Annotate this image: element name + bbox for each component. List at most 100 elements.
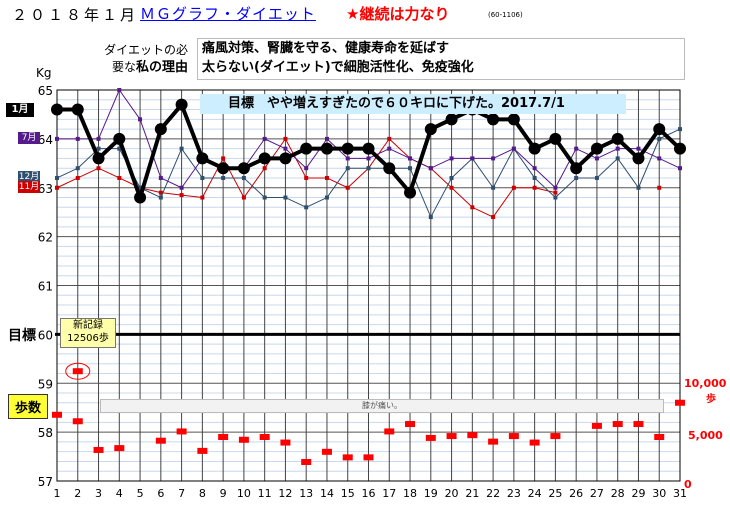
point-jan (508, 113, 520, 125)
point-series-3 (283, 137, 287, 141)
step-bar (114, 445, 124, 451)
x-tick-label: 23 (507, 487, 521, 500)
point-jan (591, 143, 603, 155)
point-series-3 (242, 196, 246, 200)
point-jan (363, 143, 375, 155)
y-tick-label: 65 (38, 84, 53, 98)
point-jan (321, 143, 333, 155)
point-series-2 (429, 215, 433, 219)
point-jan (632, 152, 644, 164)
point-series-1 (97, 137, 101, 141)
point-series-3 (97, 166, 101, 170)
point-series-1 (180, 186, 184, 190)
step-bar (530, 440, 540, 446)
step-bar (447, 433, 457, 439)
point-jan (653, 123, 665, 135)
y-tick-label: 61 (38, 280, 53, 294)
point-series-2 (367, 166, 371, 170)
kg-unit-label: Kg (36, 66, 52, 80)
point-jan (383, 162, 395, 174)
point-series-3 (263, 166, 267, 170)
steps-axis-10000: 10,000 (684, 377, 726, 390)
point-jan (259, 152, 271, 164)
y-tick-label: 57 (38, 475, 53, 489)
point-series-3 (180, 193, 184, 197)
point-series-2 (325, 196, 329, 200)
record-marker (73, 368, 83, 374)
point-series-1 (304, 166, 308, 170)
point-series-3 (450, 186, 454, 190)
step-bar (260, 434, 270, 440)
point-series-1 (512, 147, 516, 151)
y-tick-label: 59 (38, 377, 53, 391)
step-bar (405, 421, 415, 427)
step-bar (384, 428, 394, 434)
step-bar (52, 412, 62, 418)
goal-banner: 目標 やや増えすぎたので６０キロに下げた。2017.7/1 (200, 94, 626, 114)
point-series-1 (325, 137, 329, 141)
point-jan (238, 162, 250, 174)
point-jan (51, 104, 63, 116)
point-series-2 (221, 176, 225, 180)
point-jan (113, 133, 125, 145)
y-tick-label: 64 (38, 133, 53, 147)
step-bar (73, 418, 83, 424)
point-jan (279, 152, 291, 164)
badge-jan: 1月 (6, 103, 34, 117)
point-series-1 (117, 88, 121, 92)
point-series-2 (491, 186, 495, 190)
point-series-2 (408, 166, 412, 170)
point-series-2 (533, 176, 537, 180)
point-jan (549, 133, 561, 145)
y-tick-label: 58 (38, 426, 53, 440)
step-bar (509, 433, 519, 439)
point-series-1 (657, 156, 661, 160)
badge-nov: 11月 (18, 181, 40, 193)
x-tick-label: 15 (341, 487, 355, 500)
x-tick-label: 5 (137, 487, 144, 500)
step-bar (488, 439, 498, 445)
point-series-1 (283, 147, 287, 151)
record-callout: 新記録 12506歩 (60, 318, 116, 348)
point-series-3 (657, 186, 661, 190)
point-series-2 (636, 186, 640, 190)
point-series-1 (491, 156, 495, 160)
point-series-1 (595, 156, 599, 160)
step-bar (239, 437, 249, 443)
x-tick-label: 13 (299, 487, 313, 500)
step-bar (322, 449, 332, 455)
point-series-1 (636, 147, 640, 151)
goal-label: 目標 (8, 325, 36, 345)
x-tick-label: 17 (382, 487, 396, 500)
point-series-1 (408, 156, 412, 160)
point-series-2 (657, 137, 661, 141)
point-series-3 (553, 191, 557, 195)
x-tick-label: 2 (74, 487, 81, 500)
comment-bar: 膝が痛い。 (100, 399, 664, 413)
point-series-2 (304, 205, 308, 209)
point-series-1 (138, 117, 142, 121)
point-series-3 (200, 196, 204, 200)
step-bar (301, 459, 311, 465)
steps-axis-5000: 5,000 (688, 429, 723, 442)
x-tick-label: 1 (54, 487, 61, 500)
x-tick-label: 11 (258, 487, 272, 500)
point-series-1 (387, 147, 391, 151)
x-tick-label: 26 (569, 487, 583, 500)
point-jan (300, 143, 312, 155)
step-bar (280, 440, 290, 446)
x-tick-label: 4 (116, 487, 123, 500)
x-tick-label: 28 (611, 487, 625, 500)
point-series-1 (429, 166, 433, 170)
point-jan (342, 143, 354, 155)
point-series-3 (470, 205, 474, 209)
point-jan (612, 133, 624, 145)
x-tick-label: 6 (157, 487, 164, 500)
point-series-2 (450, 176, 454, 180)
point-series-1 (470, 156, 474, 160)
point-series-3 (221, 156, 225, 160)
point-series-2 (76, 166, 80, 170)
point-jan (217, 162, 229, 174)
point-series-1 (553, 186, 557, 190)
point-series-2 (55, 176, 59, 180)
